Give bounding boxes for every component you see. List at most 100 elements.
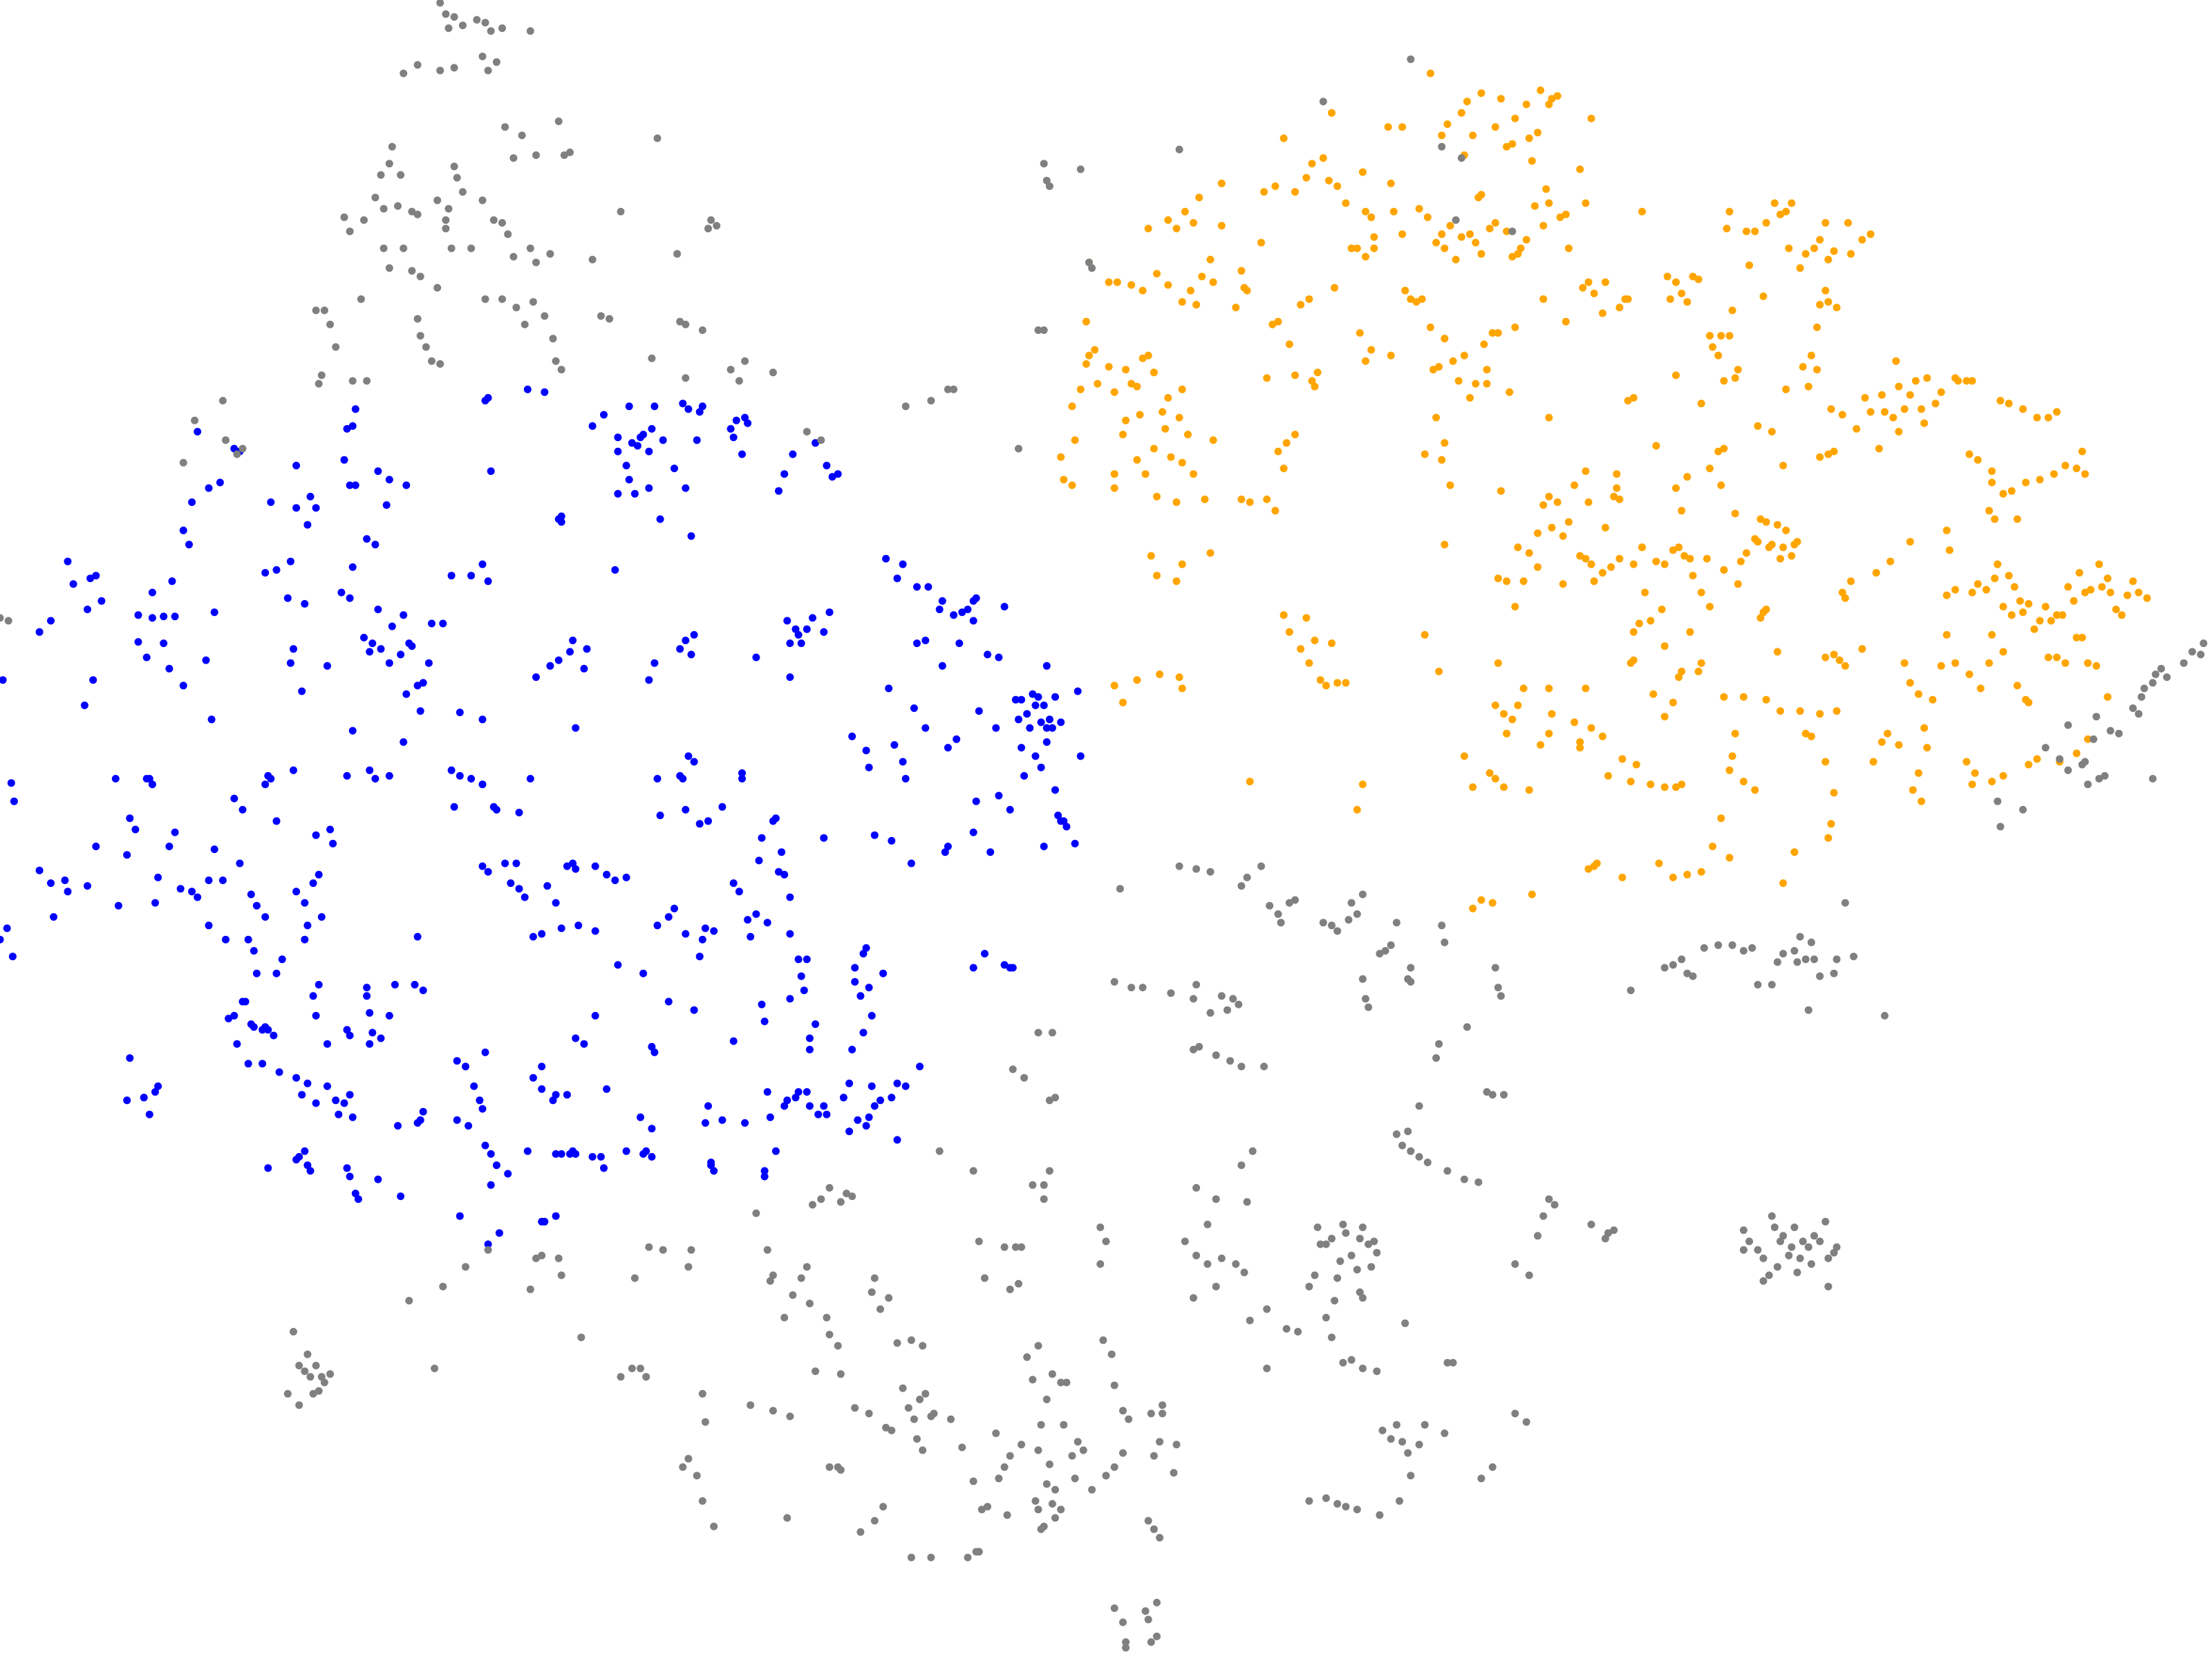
- data-point: [1353, 1266, 1361, 1274]
- data-point: [1508, 252, 1517, 261]
- data-point: [1122, 1638, 1130, 1646]
- data-point: [2078, 447, 2086, 456]
- data-point: [317, 371, 326, 379]
- data-point: [1018, 744, 1026, 752]
- data-point: [1734, 580, 1742, 588]
- data-point: [1545, 199, 1553, 207]
- data-point: [1545, 684, 1553, 693]
- data-point: [1441, 244, 1449, 252]
- data-point: [194, 893, 202, 901]
- data-point: [538, 1062, 546, 1071]
- data-point: [218, 877, 227, 884]
- data-point: [597, 1153, 605, 1161]
- data-point: [1344, 916, 1353, 924]
- data-point: [1178, 684, 1186, 693]
- data-point: [1624, 397, 1632, 405]
- data-point: [346, 1091, 354, 1099]
- data-point: [597, 312, 605, 320]
- data-point: [1119, 1618, 1127, 1627]
- data-point: [1584, 278, 1593, 286]
- data-point: [447, 766, 456, 774]
- data-point: [554, 118, 563, 125]
- data-point: [1438, 131, 1446, 140]
- data-point: [845, 1079, 854, 1087]
- data-point: [642, 1373, 650, 1381]
- data-point: [467, 775, 476, 782]
- data-point: [478, 862, 487, 870]
- data-point: [1491, 964, 1499, 972]
- data-point: [504, 230, 512, 238]
- data-point: [431, 1365, 439, 1373]
- data-point: [899, 758, 907, 766]
- data-point: [1562, 317, 1570, 326]
- data-point: [1192, 865, 1201, 873]
- data-point: [1965, 671, 1974, 678]
- data-point: [346, 1031, 354, 1040]
- data-point: [1057, 453, 1065, 461]
- data-point: [1285, 340, 1293, 348]
- data-point: [397, 650, 405, 659]
- data-point: [851, 964, 859, 972]
- data-point: [2044, 653, 2052, 662]
- data-point: [557, 924, 565, 932]
- data-point: [879, 1503, 888, 1511]
- data-point: [687, 650, 695, 659]
- data-point: [1192, 1183, 1201, 1192]
- data-point: [752, 1209, 760, 1217]
- data-point: [126, 1054, 134, 1062]
- data-point: [351, 1190, 359, 1197]
- data-point: [1638, 207, 1646, 216]
- data-point: [467, 572, 476, 580]
- data-point: [332, 343, 340, 351]
- data-point: [780, 1102, 789, 1110]
- data-point: [2106, 727, 2115, 735]
- data-point: [1446, 481, 1454, 489]
- data-point: [1672, 484, 1680, 492]
- data-point: [1782, 526, 1790, 534]
- data-point: [1895, 382, 1903, 391]
- data-point: [877, 1305, 884, 1313]
- data-point: [682, 320, 690, 328]
- data-point: [433, 196, 442, 205]
- data-point: [1175, 673, 1183, 682]
- data-point: [771, 814, 780, 823]
- data-point: [419, 986, 427, 995]
- data-point: [812, 1020, 820, 1029]
- data-point: [1105, 363, 1113, 371]
- data-point: [574, 921, 583, 930]
- data-point: [1034, 1342, 1042, 1350]
- data-point: [769, 1407, 777, 1415]
- data-point: [1102, 1237, 1110, 1246]
- data-point: [1172, 225, 1181, 233]
- data-point: [1779, 1232, 1788, 1240]
- data-point: [1511, 603, 1519, 611]
- data-point: [1147, 1638, 1155, 1646]
- data-point: [710, 1167, 718, 1175]
- data-point: [614, 447, 622, 456]
- data-point: [1181, 207, 1189, 216]
- data-point: [286, 557, 294, 565]
- data-point: [679, 400, 687, 408]
- data-point: [326, 320, 335, 328]
- data-point: [1116, 885, 1124, 893]
- data-point: [148, 588, 156, 597]
- data-point: [2036, 476, 2044, 484]
- data-point: [1217, 179, 1226, 187]
- data-point: [1748, 944, 1756, 952]
- data-point: [1006, 1452, 1014, 1460]
- data-point: [1212, 1282, 1220, 1291]
- data-point: [476, 1096, 484, 1105]
- data-point: [1217, 222, 1226, 229]
- data-point: [1999, 489, 2007, 498]
- data-point: [1144, 225, 1152, 233]
- data-point: [1548, 95, 1556, 103]
- data-point: [805, 1300, 814, 1308]
- data-point: [1488, 1091, 1497, 1099]
- data-point: [1942, 591, 1951, 599]
- data-point: [1824, 834, 1833, 842]
- data-point: [969, 964, 977, 972]
- data-point: [958, 1443, 966, 1452]
- data-point: [134, 611, 142, 619]
- data-point: [1477, 89, 1485, 97]
- data-point: [851, 977, 859, 986]
